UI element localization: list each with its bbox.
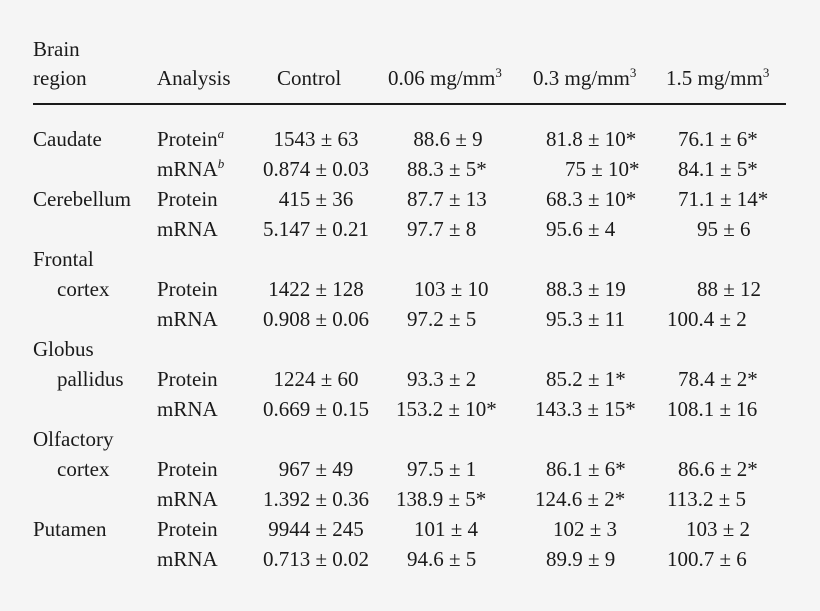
header-dose-1-5: 1.5 mg/mm3 — [666, 65, 770, 90]
dose1-cell: 88.3 ± 5* — [407, 157, 487, 181]
control-cell: 415 ± 36 — [278, 187, 354, 211]
dose1-cell: 97.2 ± 5 — [407, 307, 477, 331]
dose1-cell: 97.5 ± 1 — [407, 457, 477, 481]
dose2-cell: 68.3 ± 10* — [546, 187, 637, 211]
control-cell: 0.874 ± 0.03 — [262, 157, 370, 181]
dose2-cell: 95.6 ± 4 — [546, 217, 616, 241]
control-cell: 0.908 ± 0.06 — [262, 307, 370, 331]
analysis-cell: Protein — [157, 187, 218, 211]
dose3-cell: 76.1 ± 6* — [678, 127, 758, 151]
dose2-cell: 81.8 ± 10* — [546, 127, 637, 151]
header-dose-0-3: 0.3 mg/mm3 — [533, 65, 637, 90]
analysis-cell: mRNA — [157, 307, 218, 331]
region-name-line1: Globus — [33, 337, 94, 361]
region-name-line2: cortex — [57, 277, 110, 301]
analysis-cell: Protein — [157, 457, 218, 481]
dose1-cell: 97.7 ± 8 — [407, 217, 477, 241]
dose2-cell: 124.6 ± 2* — [535, 487, 626, 511]
analysis-cell: mRNA — [157, 487, 218, 511]
dose3-cell: 84.1 ± 5* — [678, 157, 758, 181]
region-name: Cerebellum — [33, 187, 131, 211]
analysis-cell: mRNAb — [157, 156, 225, 181]
header-brain-region-line1: Brain — [33, 37, 80, 61]
region-name: Caudate — [33, 127, 102, 151]
dose1-cell: 153.2 ± 10* — [396, 397, 497, 421]
control-cell: 1422 ± 128 — [268, 277, 364, 301]
dose3-cell: 113.2 ± 5 — [667, 487, 746, 511]
dose1-cell: 88.6 ± 9 — [413, 127, 483, 151]
header-rule — [33, 103, 786, 105]
dose3-cell: 103 ± 2 — [686, 517, 751, 541]
header-analysis: Analysis — [157, 66, 231, 90]
control-cell: 1224 ± 60 — [273, 367, 359, 391]
dose1-cell: 101 ± 4 — [414, 517, 479, 541]
dose1-cell: 103 ± 10 — [414, 277, 489, 301]
dose1-cell: 94.6 ± 5 — [407, 547, 477, 571]
analysis-cell: mRNA — [157, 547, 218, 571]
dose3-cell: 88 ± 12 — [697, 277, 762, 301]
header-dose-0-06: 0.06 mg/mm3 — [388, 65, 502, 90]
dose3-cell: 86.6 ± 2* — [678, 457, 758, 481]
region-name-line2: pallidus — [57, 367, 124, 391]
analysis-cell: Protein — [157, 277, 218, 301]
dose3-cell: 100.4 ± 2 — [667, 307, 747, 331]
control-cell: 0.669 ± 0.15 — [262, 397, 370, 421]
dose3-cell: 71.1 ± 14* — [678, 187, 769, 211]
dose3-cell: 108.1 ± 16 — [667, 397, 758, 421]
analysis-cell: mRNA — [157, 217, 218, 241]
dose2-cell: 86.1 ± 6* — [546, 457, 626, 481]
control-cell: 0.713 ± 0.02 — [262, 547, 370, 571]
dose2-cell: 75 ± 10* — [565, 157, 640, 181]
analysis-cell: Proteina — [157, 126, 225, 151]
region-name-line2: cortex — [57, 457, 110, 481]
dose2-cell: 88.3 ± 19 — [546, 277, 626, 301]
region-name: Putamen — [33, 517, 107, 541]
dose3-cell: 95 ± 6 — [697, 217, 751, 241]
dose1-cell: 93.3 ± 2 — [407, 367, 477, 391]
region-name-line1: Frontal — [33, 247, 94, 271]
dose1-cell: 87.7 ± 13 — [407, 187, 487, 211]
control-cell: 5.147 ± 0.21 — [262, 217, 370, 241]
control-cell: 1543 ± 63 — [273, 127, 359, 151]
header-brain-region-line2: region — [33, 66, 87, 90]
dose2-cell: 102 ± 3 — [553, 517, 618, 541]
region-name-line1: Olfactory — [33, 427, 114, 451]
control-cell: 967 ± 49 — [278, 457, 354, 481]
control-cell: 9944 ± 245 — [268, 517, 364, 541]
control-cell: 1.392 ± 0.36 — [262, 487, 370, 511]
header-control: Control — [277, 66, 342, 90]
dose2-cell: 143.3 ± 15* — [535, 397, 636, 421]
analysis-cell: Protein — [157, 517, 218, 541]
analysis-cell: mRNA — [157, 397, 218, 421]
dose2-cell: 89.9 ± 9 — [546, 547, 616, 571]
dose2-cell: 95.3 ± 11 — [546, 307, 625, 331]
analysis-cell: Protein — [157, 367, 218, 391]
dose2-cell: 85.2 ± 1* — [546, 367, 626, 391]
dose3-cell: 78.4 ± 2* — [678, 367, 758, 391]
dose1-cell: 138.9 ± 5* — [396, 487, 487, 511]
dose3-cell: 100.7 ± 6 — [667, 547, 747, 571]
